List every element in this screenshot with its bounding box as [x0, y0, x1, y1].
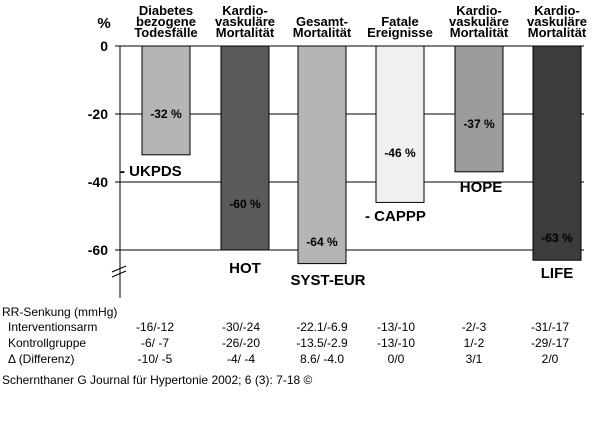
citation: Schernthaner G Journal für Hypertonie 20… — [2, 373, 313, 387]
row-label: Δ (Differenz) — [8, 352, 75, 366]
y-tick-label: -40 — [88, 174, 108, 190]
row-label: Kontrollgruppe — [8, 336, 87, 350]
y-axis-label: % — [97, 15, 110, 32]
bar-chart: % 0 -20 -40 -60 Diabetes bezogene Todesfälle K… — [88, 3, 587, 298]
study-name: LIFE — [541, 265, 574, 282]
y-tick-label: -20 — [88, 106, 108, 122]
table-row: Δ (Differenz) -10/ -5 -4/ -4 8.6/ -4.0 0… — [0, 352, 600, 368]
bar — [532, 45, 582, 261]
category-header: Gesamt-Mortalität — [293, 14, 352, 40]
y-axis: % — [97, 15, 127, 298]
axis-break-icon — [111, 265, 127, 278]
bars — [141, 45, 582, 265]
bar — [220, 45, 270, 251]
value-label: -46 % — [384, 146, 416, 160]
y-tick-label: 0 — [100, 38, 108, 54]
table-row: Kontrollgruppe -6/ -7 -26/-20 -13.5/-2.9… — [0, 336, 600, 352]
table-cell: -26/-20 — [221, 336, 261, 350]
value-label: -60 % — [229, 197, 261, 211]
table-cell: -31/-17 — [530, 320, 570, 334]
category-header: Kardio-vaskuläre Mortalität — [215, 3, 275, 40]
table-cell: -4/ -4 — [226, 352, 255, 366]
y-tick-label: -60 — [88, 242, 108, 258]
bar — [141, 45, 191, 156]
table-cell: 3/1 — [465, 352, 483, 366]
bar — [375, 45, 425, 203]
table-cell: -13/-10 — [376, 320, 416, 334]
table-cell: -13/-10 — [376, 336, 416, 350]
study-names: - UKPDS HOT SYST-EUR - CAPPP HOPE LIFE — [120, 163, 573, 289]
gridlines — [115, 45, 584, 251]
study-name: HOPE — [460, 179, 503, 196]
study-name: - UKPDS — [120, 163, 182, 180]
table-cell: 1/-2 — [463, 336, 485, 350]
value-labels: -32 % -60 % -64 % -46 % -37 % -63 % — [150, 107, 573, 249]
table-cell: -6/ -7 — [140, 336, 169, 350]
value-label: -63 % — [541, 231, 573, 245]
table-cell: -10/ -5 — [137, 352, 173, 366]
study-name: - CAPPP — [365, 208, 426, 225]
study-name: HOT — [229, 260, 261, 277]
table-cell: -29/-17 — [530, 336, 570, 350]
category-header: Fatale Ereignisse — [367, 14, 433, 40]
table-row: Interventionsarm -16/-12 -30/-24 -22.1/-… — [0, 320, 600, 336]
table-cell: 0/0 — [387, 352, 405, 366]
value-label: -32 % — [150, 107, 182, 121]
bar — [297, 45, 347, 265]
category-headers: Diabetes bezogene Todesfälle Kardio-vaskulä… — [134, 3, 587, 40]
y-tick-labels: 0 -20 -40 -60 — [88, 38, 108, 258]
table-cell: -30/-24 — [221, 320, 261, 334]
value-label: -37 % — [463, 117, 495, 131]
table-cell: -22.1/-6.9 — [296, 320, 348, 334]
table-cell: 2/0 — [541, 352, 559, 366]
table-cell: -13.5/-2.9 — [296, 336, 348, 350]
category-header: Kardio-vaskuläre Mortalität — [449, 3, 509, 40]
table-cell: -2/-3 — [461, 320, 487, 334]
value-label: -64 % — [306, 235, 338, 249]
bar — [454, 45, 504, 173]
row-label: Interventionsarm — [8, 320, 98, 334]
study-name: SYST-EUR — [290, 272, 365, 289]
table-header: RR-Senkung (mmHg) — [2, 305, 118, 319]
category-header: Diabetes bezogene Todesfälle — [134, 3, 197, 40]
table-cell: -16/-12 — [135, 320, 175, 334]
table-cell: 8.6/ -4.0 — [299, 352, 345, 366]
category-header: Kardio-vaskuläre Mortalität — [527, 3, 587, 40]
